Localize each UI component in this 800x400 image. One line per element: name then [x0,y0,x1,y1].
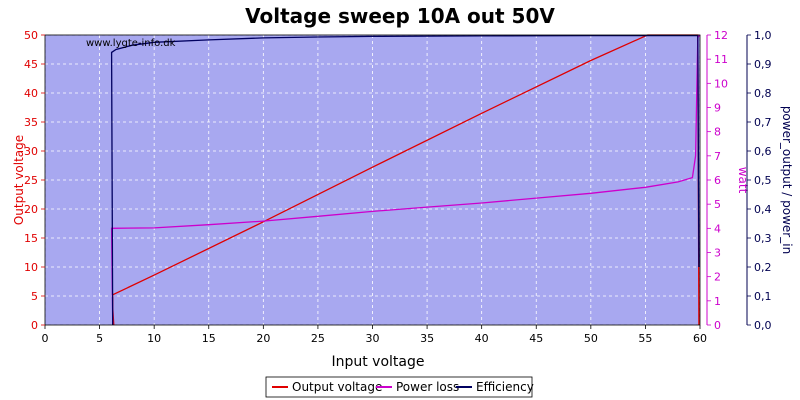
legend-box [265,376,533,398]
left-y-tick-label: 50 [24,29,38,42]
grid [44,34,701,326]
watt-tick-label: 8 [714,126,721,139]
watt-tick-label: 0 [714,319,721,332]
efficiency-tick-label: 0,6 [754,145,772,158]
x-tick-label: 20 [256,332,270,345]
efficiency-tick-label: 0,4 [754,203,772,216]
x-tick-label: 45 [529,332,543,345]
watt-tick-label: 5 [714,198,721,211]
x-tick-label: 50 [584,332,598,345]
watt-tick-label: 4 [714,222,721,235]
watt-tick-label: 1 [714,295,721,308]
left-y-tick-label: 35 [24,116,38,129]
left-y-tick-label: 5 [31,290,38,303]
efficiency-tick-label: 1,0 [754,29,772,42]
efficiency-tick-label: 0,7 [754,116,772,129]
efficiency-tick-label: 0,2 [754,261,772,274]
left-y-tick-label: 0 [31,319,38,332]
left-y-tick-label: 40 [24,87,38,100]
left-y-tick-label: 25 [24,174,38,187]
watt-tick-label: 9 [714,102,721,115]
efficiency-tick-label: 0,0 [754,319,772,332]
axes: 0 5 10 15 20 25 30 35 40 45 50 55 600510152025303540… [12,29,794,345]
left-y-tick-label: 20 [24,203,38,216]
x-tick-label: 25 [311,332,325,345]
efficiency-tick-label: 0,5 [754,174,772,187]
x-tick-label: 55 [638,332,652,345]
efficiency-tick-label: 0,8 [754,87,772,100]
x-tick-label: 5 [96,332,103,345]
watt-tick-label: 10 [714,77,728,90]
x-tick-label: 0 [42,332,49,345]
chart-title: Voltage sweep 10A out 50V [245,4,555,28]
watt-tick-label: 11 [714,53,728,66]
watt-tick-label: 7 [714,150,721,163]
x-tick-label: 40 [475,332,489,345]
series-power-loss [110,34,701,326]
x-tick-label: 35 [420,332,434,345]
efficiency-tick-label: 0,9 [754,58,772,71]
efficiency-tick-label: 0,3 [754,232,772,245]
x-tick-label: 60 [693,332,707,345]
watermark: www.lygte-info.dk [86,38,176,49]
legend-entry: Output voltage [292,380,382,394]
left-y-tick-label: 10 [24,261,38,274]
x-axis-label: Input voltage [331,354,424,370]
watt-tick-label: 12 [714,29,728,42]
left-y-tick-label: 15 [24,232,38,245]
right-y-axis-efficiency-label: power_output / power_in [780,106,794,254]
legend-entry: Efficiency [476,380,534,394]
series-efficiency [110,34,700,326]
left-y-tick-label: 45 [24,58,38,71]
x-tick-label: 15 [202,332,216,345]
watt-tick-label: 3 [714,247,721,260]
watt-tick-label: 6 [714,174,721,187]
legend-entry: Power loss [396,380,459,394]
x-tick-label: 10 [147,332,161,345]
watt-tick-label: 2 [714,271,721,284]
efficiency-tick-label: 0,1 [754,290,772,303]
x-tick-label: 30 [366,332,380,345]
legend: Output voltage Power loss Efficiency [265,376,534,398]
left-y-axis-label: Output voltage [12,135,26,225]
left-y-tick-label: 30 [24,145,38,158]
